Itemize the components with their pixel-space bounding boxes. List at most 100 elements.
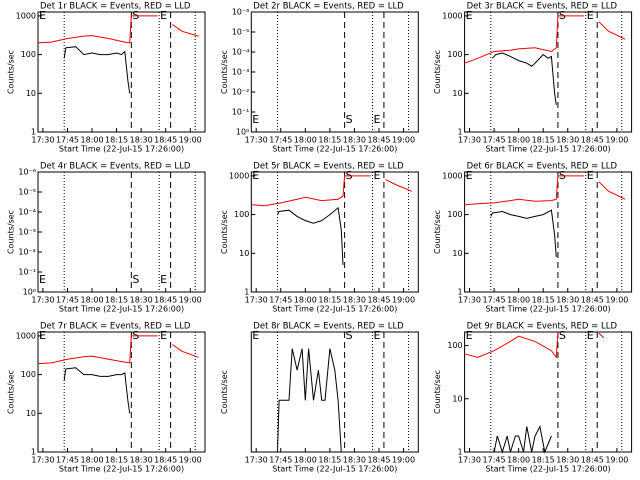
y-tick-label: 100 [234, 210, 249, 219]
x-tick-label: 17:45 [483, 296, 506, 305]
marker-label: E [466, 9, 473, 22]
x-tick-label: 18:45 [367, 296, 390, 305]
y-axis-label: Counts/sec [7, 50, 16, 94]
chart-title: Det 2r BLACK = Events, RED = LLD [253, 2, 404, 12]
marker-label: E [252, 113, 259, 126]
x-tick-label: 18:15 [532, 296, 555, 305]
series-line [464, 175, 626, 206]
y-tick-label: 1000 [16, 331, 36, 340]
series-line [63, 46, 131, 94]
x-tick-label: 18:45 [154, 296, 177, 305]
x-tick-label: 17:45 [56, 296, 79, 305]
y-tick-label: 100 [21, 50, 36, 59]
marker-label: E [39, 9, 46, 22]
y-tick-label: 10⁻⁴ [232, 48, 250, 57]
x-tick-label: 18:00 [80, 456, 103, 465]
x-tick-label: 19:00 [392, 136, 415, 145]
x-tick-label: 17:45 [56, 136, 79, 145]
plot-frame [250, 171, 419, 293]
x-tick-label: 18:45 [367, 136, 390, 145]
x-tick-label: 18:30 [556, 136, 579, 145]
plot-frame [250, 331, 419, 453]
x-axis-label: Start Time (22-Jul-15 17:26:00) [59, 465, 184, 474]
x-tick-label: 19:00 [605, 456, 628, 465]
x-tick-label: 17:30 [31, 296, 54, 305]
marker-label: E [466, 169, 473, 182]
chart-title: Det 1r BLACK = Events, RED = LLD [40, 2, 191, 12]
marker-label: S [132, 273, 139, 286]
y-tick-label: 10⁻² [18, 248, 36, 257]
x-tick-label: 18:45 [581, 296, 604, 305]
y-axis-label: Counts/sec [220, 370, 229, 414]
plot-frame [37, 331, 206, 453]
chart-title: Det 5r BLACK = Events, RED = LLD [253, 162, 404, 172]
marker-label: E [466, 329, 473, 342]
y-tick-label: 10 [239, 249, 249, 258]
x-tick-label: 18:15 [318, 456, 341, 465]
x-tick-label: 18:15 [532, 456, 555, 465]
x-tick-label: 18:00 [507, 296, 530, 305]
marker-label: E [373, 113, 380, 126]
y-tick-label: 100 [447, 210, 462, 219]
x-tick-label: 18:30 [556, 296, 579, 305]
marker-label: E [373, 169, 380, 182]
x-tick-label: 18:30 [130, 136, 153, 145]
y-axis-label: Counts/sec [433, 50, 442, 94]
series-line [464, 15, 626, 64]
x-tick-label: 18:30 [556, 456, 579, 465]
x-tick-label: 18:45 [581, 136, 604, 145]
y-tick-label: 10⁻³ [18, 228, 36, 237]
y-tick-label: 100 [447, 341, 462, 350]
x-tick-label: 18:30 [130, 456, 153, 465]
x-tick-label: 18:45 [367, 456, 390, 465]
x-tick-label: 17:45 [483, 456, 506, 465]
chart-title: Det 3r BLACK = Events, RED = LLD [467, 2, 618, 12]
series-line [277, 206, 344, 265]
x-axis-label: Start Time (22-Jul-15 17:26:00) [486, 465, 611, 474]
y-tick-label: 10⁻² [232, 88, 250, 97]
x-tick-label: 17:45 [56, 456, 79, 465]
y-tick-label: 10⁰ [23, 288, 36, 297]
x-tick-label: 18:00 [507, 456, 530, 465]
series-line [37, 335, 199, 365]
x-tick-label: 19:00 [179, 456, 202, 465]
y-tick-label: 10⁻¹ [232, 108, 250, 117]
y-tick-label: 10⁻¹ [18, 268, 36, 277]
y-tick-label: 10 [452, 249, 462, 258]
y-tick-label: 10 [26, 409, 36, 418]
x-tick-label: 17:30 [245, 456, 268, 465]
x-tick-label: 19:00 [392, 456, 415, 465]
y-tick-label: 1000 [16, 11, 36, 20]
x-tick-label: 17:45 [269, 456, 292, 465]
x-tick-label: 18:15 [318, 296, 341, 305]
x-tick-label: 18:45 [154, 456, 177, 465]
x-tick-label: 19:00 [179, 136, 202, 145]
x-axis-label: Start Time (22-Jul-15 17:26:00) [59, 305, 184, 314]
y-axis-label: Counts/sec [7, 370, 16, 414]
y-axis-label: Counts/sec [433, 210, 442, 254]
series-line [277, 348, 342, 453]
x-axis-label: Start Time (22-Jul-15 17:26:00) [272, 305, 397, 314]
marker-label: E [587, 329, 594, 342]
x-tick-label: 19:00 [392, 296, 415, 305]
chart-title: Det 7r BLACK = Events, RED = LLD [40, 322, 191, 332]
marker-label: S [346, 113, 353, 126]
y-tick-label: 1 [244, 288, 249, 297]
y-axis-label: Counts/sec [220, 210, 229, 254]
x-tick-label: 18:30 [343, 136, 366, 145]
series-line [492, 52, 557, 105]
marker-label: E [39, 329, 46, 342]
x-tick-label: 18:30 [343, 296, 366, 305]
marker-label: E [39, 273, 46, 286]
x-tick-label: 18:00 [294, 136, 317, 145]
plot-frame [250, 11, 419, 133]
marker-label: E [160, 329, 167, 342]
marker-label: S [346, 329, 353, 342]
plot-frame [464, 11, 633, 133]
chart-title: Det 8r BLACK = Events, RED = LLD [253, 322, 404, 332]
marker-label: S [559, 329, 566, 342]
x-tick-label: 17:30 [245, 296, 268, 305]
plot-frame [464, 331, 633, 453]
y-tick-label: 10⁻⁵ [232, 28, 250, 37]
x-tick-label: 18:00 [507, 136, 530, 145]
